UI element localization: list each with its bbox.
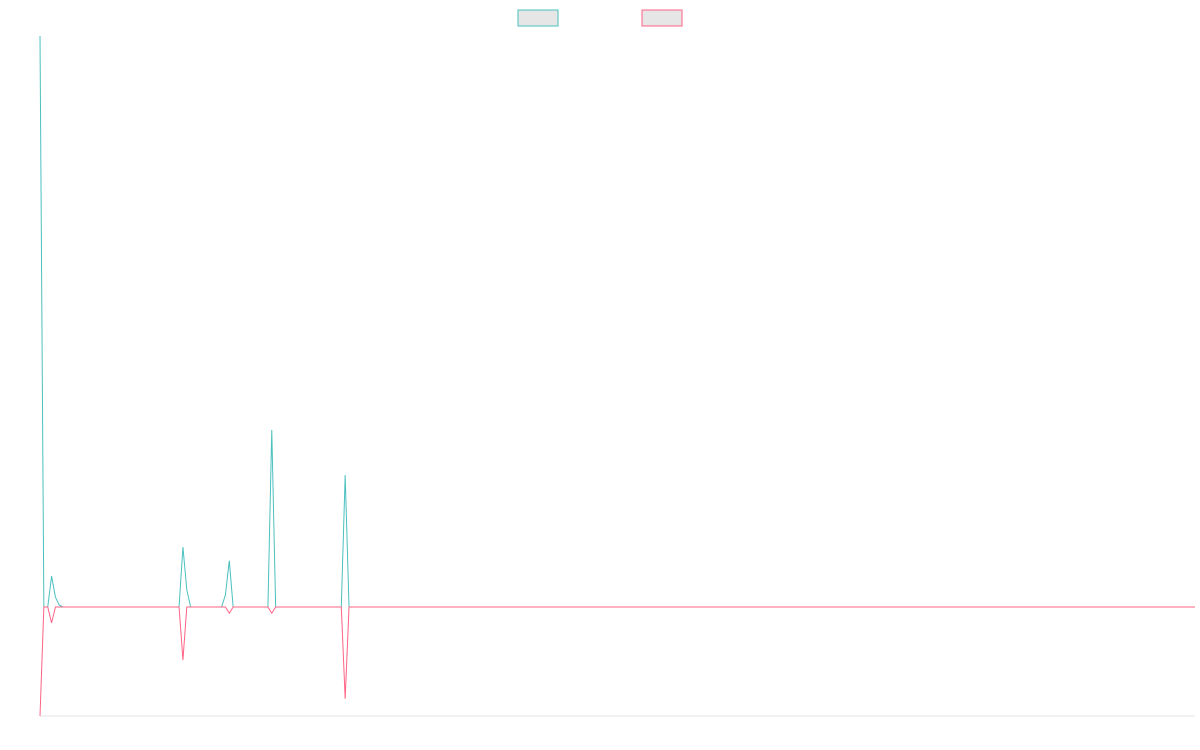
legend-swatch (517, 9, 559, 27)
legend-swatch (641, 9, 683, 27)
series-line (39, 35, 1195, 608)
series-line (39, 606, 1195, 717)
